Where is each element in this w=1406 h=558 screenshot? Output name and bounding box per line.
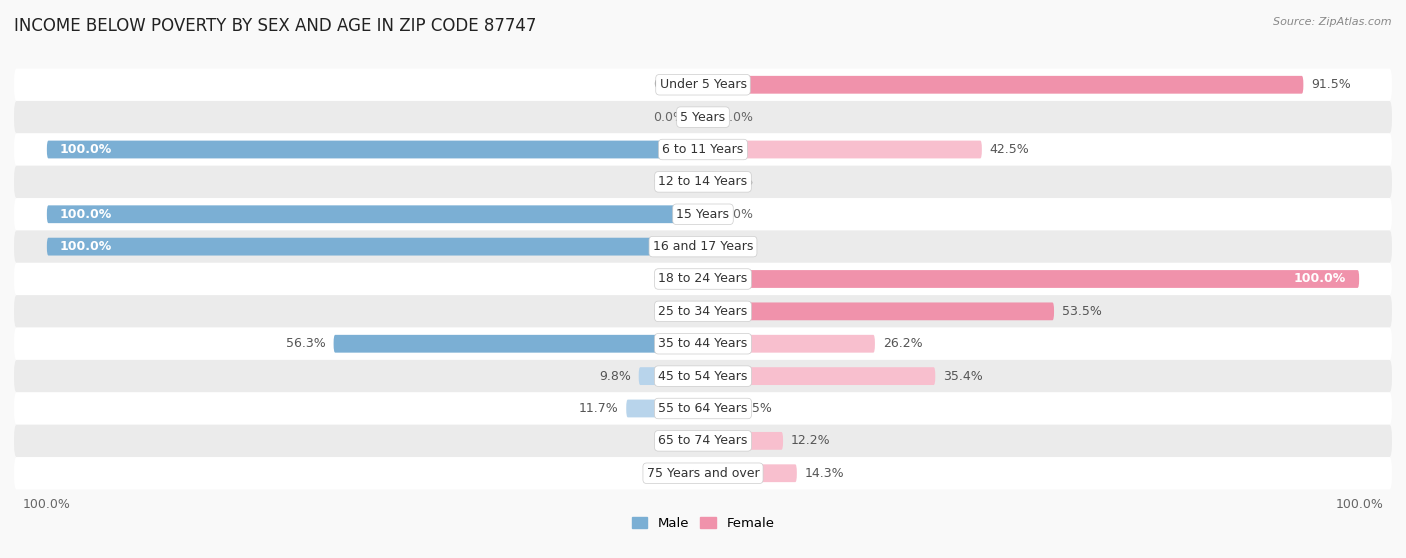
FancyBboxPatch shape [626,400,703,417]
Text: 91.5%: 91.5% [1312,78,1351,92]
FancyBboxPatch shape [14,263,1392,295]
Text: 12.2%: 12.2% [792,434,831,448]
Text: 0.0%: 0.0% [654,305,685,318]
FancyBboxPatch shape [14,166,1392,198]
FancyBboxPatch shape [14,360,1392,392]
FancyBboxPatch shape [46,141,703,158]
Text: 0.0%: 0.0% [721,175,752,189]
Text: 42.5%: 42.5% [990,143,1029,156]
Text: 0.0%: 0.0% [654,434,685,448]
FancyBboxPatch shape [14,69,1392,101]
Text: 25 to 34 Years: 25 to 34 Years [658,305,748,318]
FancyBboxPatch shape [693,432,703,450]
FancyBboxPatch shape [703,173,713,191]
Text: 53.5%: 53.5% [1062,305,1102,318]
Text: INCOME BELOW POVERTY BY SEX AND AGE IN ZIP CODE 87747: INCOME BELOW POVERTY BY SEX AND AGE IN Z… [14,17,537,35]
FancyBboxPatch shape [693,464,703,482]
FancyBboxPatch shape [14,425,1392,457]
Text: 0.0%: 0.0% [654,466,685,480]
FancyBboxPatch shape [693,76,703,94]
Text: 56.3%: 56.3% [285,337,326,350]
Text: 55 to 64 Years: 55 to 64 Years [658,402,748,415]
Text: 4.5%: 4.5% [741,402,772,415]
Text: 0.0%: 0.0% [721,110,752,124]
Text: 100.0%: 100.0% [60,240,112,253]
Text: 9.8%: 9.8% [599,369,631,383]
Text: 15 Years: 15 Years [676,208,730,221]
Text: 0.0%: 0.0% [654,175,685,189]
Text: 0.0%: 0.0% [721,240,752,253]
Legend: Male, Female: Male, Female [626,512,780,535]
Text: 26.2%: 26.2% [883,337,922,350]
FancyBboxPatch shape [703,464,797,482]
FancyBboxPatch shape [703,302,1054,320]
FancyBboxPatch shape [703,270,1360,288]
FancyBboxPatch shape [703,432,783,450]
Text: 75 Years and over: 75 Years and over [647,466,759,480]
Text: 0.0%: 0.0% [721,208,752,221]
FancyBboxPatch shape [703,76,1303,94]
Text: Under 5 Years: Under 5 Years [659,78,747,92]
Text: 0.0%: 0.0% [654,110,685,124]
FancyBboxPatch shape [693,302,703,320]
Text: 35 to 44 Years: 35 to 44 Years [658,337,748,350]
FancyBboxPatch shape [333,335,703,353]
Text: 65 to 74 Years: 65 to 74 Years [658,434,748,448]
Text: 14.3%: 14.3% [804,466,845,480]
Text: 100.0%: 100.0% [60,143,112,156]
FancyBboxPatch shape [703,335,875,353]
Text: 6 to 11 Years: 6 to 11 Years [662,143,744,156]
FancyBboxPatch shape [703,141,981,158]
FancyBboxPatch shape [14,101,1392,133]
FancyBboxPatch shape [703,108,713,126]
FancyBboxPatch shape [14,295,1392,328]
FancyBboxPatch shape [14,392,1392,425]
FancyBboxPatch shape [693,108,703,126]
FancyBboxPatch shape [703,238,713,256]
Text: 0.0%: 0.0% [654,78,685,92]
Text: 0.0%: 0.0% [654,272,685,286]
FancyBboxPatch shape [14,230,1392,263]
FancyBboxPatch shape [703,367,935,385]
FancyBboxPatch shape [46,238,703,256]
Text: 35.4%: 35.4% [943,369,983,383]
Text: 5 Years: 5 Years [681,110,725,124]
Text: Source: ZipAtlas.com: Source: ZipAtlas.com [1274,17,1392,27]
FancyBboxPatch shape [703,400,733,417]
FancyBboxPatch shape [14,198,1392,230]
FancyBboxPatch shape [638,367,703,385]
Text: 11.7%: 11.7% [579,402,619,415]
Text: 45 to 54 Years: 45 to 54 Years [658,369,748,383]
FancyBboxPatch shape [14,328,1392,360]
FancyBboxPatch shape [14,457,1392,489]
Text: 18 to 24 Years: 18 to 24 Years [658,272,748,286]
FancyBboxPatch shape [703,205,713,223]
Text: 16 and 17 Years: 16 and 17 Years [652,240,754,253]
FancyBboxPatch shape [14,133,1392,166]
Text: 100.0%: 100.0% [1294,272,1346,286]
FancyBboxPatch shape [693,173,703,191]
Text: 100.0%: 100.0% [60,208,112,221]
FancyBboxPatch shape [46,205,703,223]
FancyBboxPatch shape [693,270,703,288]
Text: 12 to 14 Years: 12 to 14 Years [658,175,748,189]
